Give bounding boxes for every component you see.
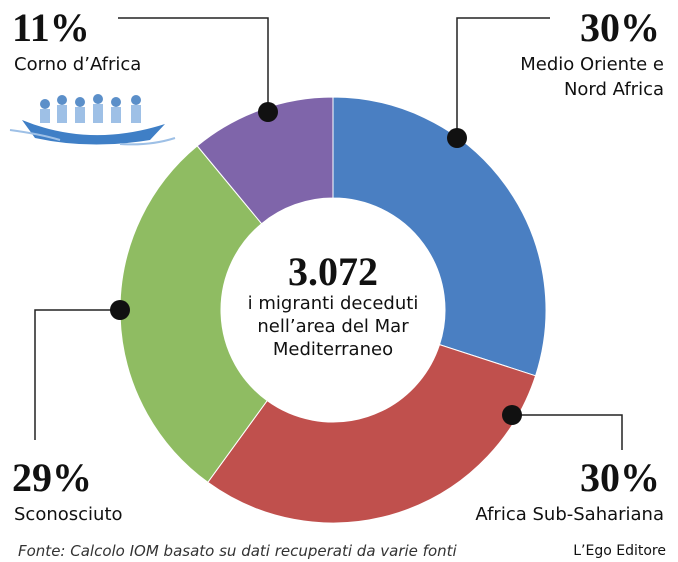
- category-label: Medio Oriente e Nord Africa: [514, 52, 664, 102]
- boat-icon: [10, 94, 175, 145]
- leader-line: [512, 415, 622, 450]
- value-label: 11%: [12, 8, 90, 48]
- leader-dot: [502, 405, 522, 425]
- leader-dot: [110, 300, 130, 320]
- category-label: Africa Sub-Sahariana: [475, 502, 664, 527]
- publisher: L’Ego Editore: [573, 543, 666, 559]
- page: 3.072 i migranti deceduti nell’area del …: [0, 0, 678, 562]
- slice: [208, 345, 536, 523]
- center-label: 3.072 i migranti deceduti nell’area del …: [233, 252, 433, 361]
- leader-dot: [447, 128, 467, 148]
- value-label: 30%: [580, 8, 660, 48]
- value-label: 29%: [12, 458, 92, 498]
- category-label: Sconosciuto: [14, 502, 123, 527]
- value-label: 30%: [580, 458, 660, 498]
- category-label: Corno d’Africa: [14, 52, 141, 77]
- center-text: i migranti deceduti nell’area del Mar Me…: [233, 292, 433, 361]
- source: Fonte: Calcolo IOM basato su dati recupe…: [18, 542, 457, 560]
- leader-line: [35, 310, 120, 440]
- center-value: 3.072: [233, 252, 433, 292]
- leader-dot: [258, 102, 278, 122]
